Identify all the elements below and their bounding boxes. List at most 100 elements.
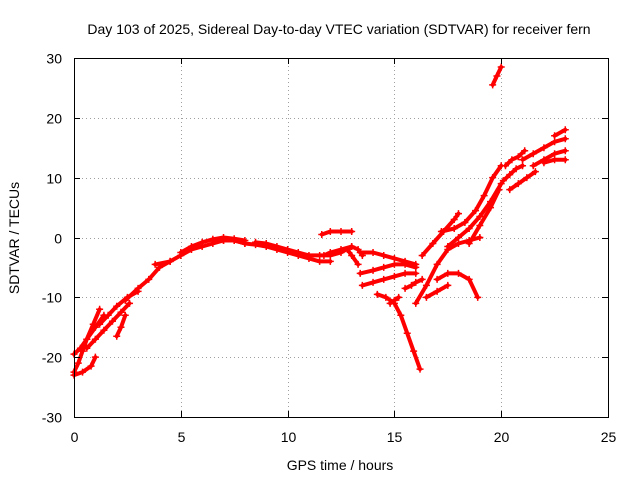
- data-point: [343, 245, 351, 253]
- data-point: [401, 269, 409, 277]
- data-point: [465, 225, 473, 233]
- data-point: [348, 242, 356, 250]
- data-point: [284, 245, 292, 253]
- axis-ticks: 0 5 10 15 20 25 -30 -20 -10 0 10 20 30: [42, 51, 617, 446]
- series-arc-19: [386, 293, 403, 307]
- series-arc-24: [422, 281, 452, 301]
- data-point: [252, 238, 260, 246]
- data-point: [412, 269, 420, 277]
- data-point: [429, 239, 437, 247]
- data-point: [390, 254, 398, 262]
- data-point: [444, 269, 452, 277]
- data-point: [91, 323, 99, 331]
- data-point: [390, 260, 398, 268]
- y-tick-label: -30: [42, 410, 62, 426]
- data-point: [358, 281, 366, 289]
- data-point: [104, 311, 112, 319]
- data-point: [316, 257, 324, 265]
- data-point: [476, 222, 484, 230]
- series-line: [445, 181, 504, 249]
- y-tick-label: 10: [46, 171, 62, 187]
- data-point: [454, 210, 462, 218]
- series-arc-4: [83, 299, 134, 352]
- y-tick-label: 0: [54, 231, 62, 247]
- data-point: [454, 234, 462, 241]
- data-point: [79, 368, 87, 376]
- data-point: [416, 365, 424, 373]
- series-line: [253, 240, 354, 258]
- data-point: [489, 174, 497, 182]
- data-point: [410, 347, 418, 355]
- data-point: [495, 186, 503, 194]
- series-line: [123, 259, 173, 303]
- chart-title: Day 103 of 2025, Sidereal Day-to-day VTE…: [87, 21, 590, 37]
- series-arc-27: [465, 186, 503, 247]
- data-point: [561, 156, 569, 164]
- y-axis-label: SDTVAR / TECUs: [6, 182, 22, 294]
- data-point: [382, 293, 390, 301]
- data-point: [412, 278, 420, 286]
- data-point: [187, 242, 195, 250]
- data-point: [551, 138, 559, 146]
- series-line: [360, 271, 418, 288]
- data-point: [380, 263, 388, 271]
- data-point: [91, 353, 99, 361]
- series-arc-13: [318, 228, 356, 239]
- data-point: [76, 344, 84, 352]
- series-line: [503, 148, 527, 168]
- data-point: [294, 248, 302, 256]
- data-point: [74, 359, 82, 367]
- data-point: [121, 296, 129, 304]
- data-point: [551, 132, 559, 140]
- data-point: [403, 329, 411, 337]
- data-point: [476, 213, 484, 221]
- data-point: [508, 156, 516, 164]
- data-point: [134, 284, 142, 292]
- x-tick-label: 25: [601, 429, 617, 445]
- data-point: [407, 281, 415, 289]
- data-point: [220, 236, 228, 244]
- data-point: [529, 162, 537, 170]
- data-point: [96, 305, 104, 313]
- data-point: [354, 260, 362, 268]
- data-point: [437, 228, 445, 236]
- data-point: [113, 302, 121, 310]
- data-point: [390, 296, 398, 304]
- x-tick-label: 15: [387, 429, 403, 445]
- data-point: [412, 299, 420, 307]
- data-point: [386, 299, 394, 307]
- data-point: [461, 219, 469, 227]
- series-line: [403, 277, 425, 291]
- data-point: [454, 269, 462, 277]
- data-point: [506, 171, 514, 179]
- data-point: [540, 144, 548, 152]
- data-point: [529, 150, 537, 158]
- data-point: [230, 236, 238, 244]
- data-point: [326, 248, 334, 256]
- data-point: [113, 332, 121, 340]
- data-point: [487, 204, 495, 212]
- data-point: [96, 320, 104, 328]
- data-point: [337, 245, 345, 253]
- series-arc-14: [343, 245, 362, 268]
- data-point: [373, 290, 381, 298]
- data-point: [87, 362, 95, 370]
- data-point: [480, 192, 488, 200]
- data-point: [476, 234, 484, 241]
- data-point: [450, 216, 458, 224]
- data-series: [70, 63, 569, 379]
- series-arc-23: [433, 269, 482, 301]
- data-point: [521, 147, 529, 155]
- data-point: [326, 228, 334, 236]
- data-point: [117, 308, 125, 316]
- series-line: [72, 355, 98, 378]
- data-point: [506, 186, 514, 194]
- data-point: [512, 165, 520, 173]
- series-arc-33: [529, 147, 569, 170]
- series-arc-17: [358, 269, 420, 289]
- series-arc-28: [489, 63, 505, 89]
- data-point: [523, 174, 531, 182]
- data-point: [519, 156, 527, 164]
- data-point: [561, 147, 569, 155]
- series-line: [467, 187, 502, 246]
